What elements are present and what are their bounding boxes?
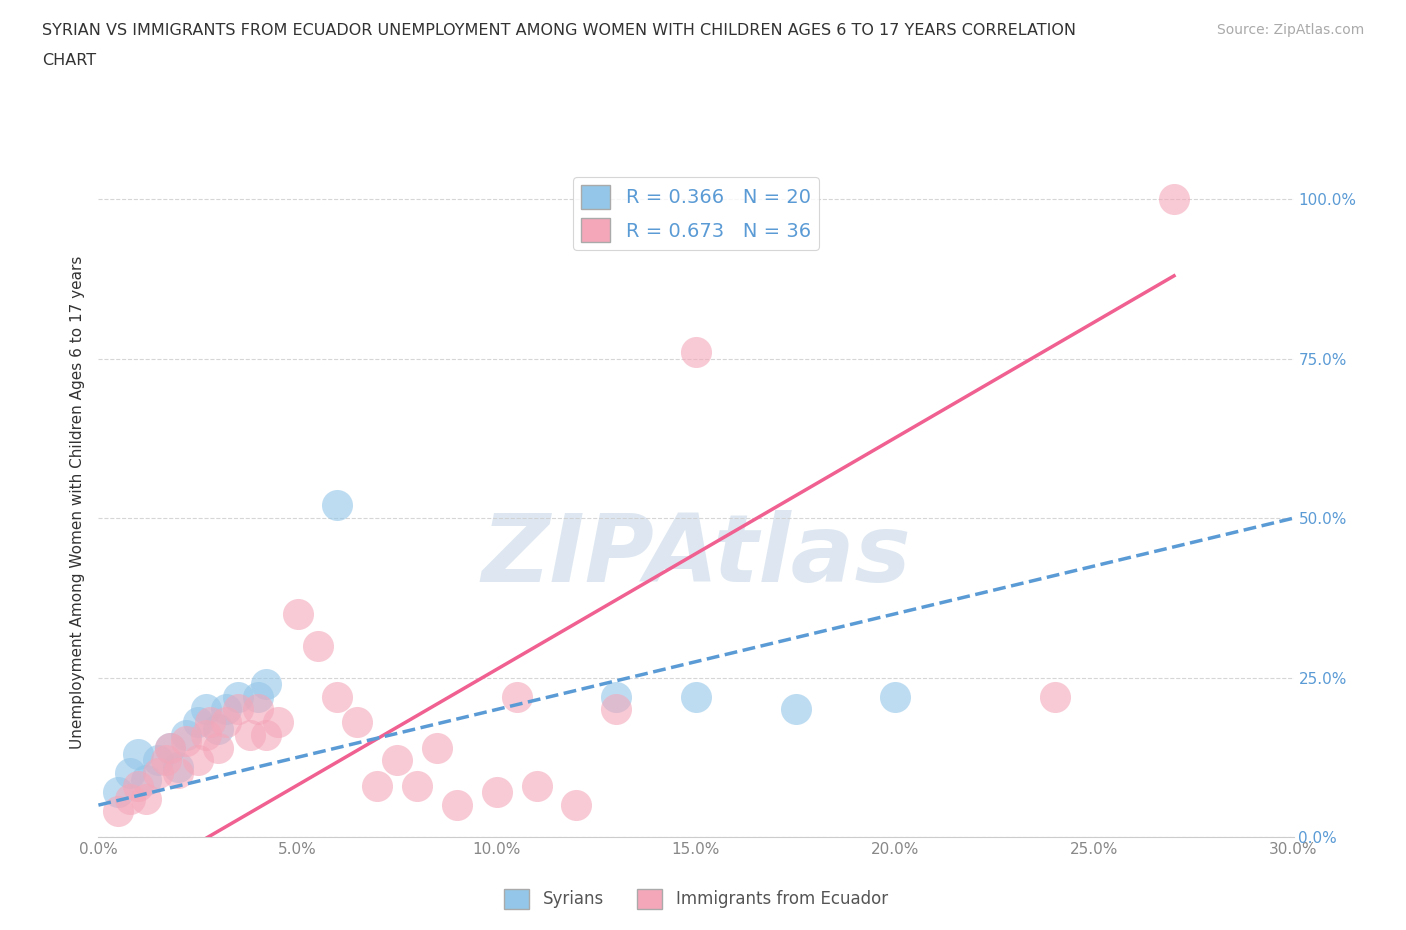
Point	[246, 702, 269, 717]
Point	[159, 740, 181, 755]
Point	[107, 804, 129, 819]
Point	[426, 740, 449, 755]
Point	[605, 689, 627, 704]
Point	[346, 715, 368, 730]
Point	[159, 740, 181, 755]
Text: Source: ZipAtlas.com: Source: ZipAtlas.com	[1216, 23, 1364, 37]
Point	[385, 753, 409, 768]
Point	[215, 702, 238, 717]
Point	[120, 791, 142, 806]
Point	[215, 715, 238, 730]
Text: CHART: CHART	[42, 53, 96, 68]
Point	[526, 778, 548, 793]
Point	[167, 765, 190, 780]
Point	[1043, 689, 1066, 704]
Point	[107, 785, 129, 800]
Point	[326, 689, 349, 704]
Point	[226, 689, 249, 704]
Y-axis label: Unemployment Among Women with Children Ages 6 to 17 years: Unemployment Among Women with Children A…	[69, 256, 84, 749]
Point	[685, 345, 707, 360]
Point	[226, 702, 249, 717]
Point	[246, 689, 269, 704]
Point	[187, 715, 209, 730]
Point	[194, 702, 218, 717]
Point	[135, 772, 157, 787]
Text: ZIPAtlas: ZIPAtlas	[481, 510, 911, 602]
Point	[307, 638, 329, 653]
Point	[446, 798, 468, 813]
Legend: Syrians, Immigrants from Ecuador: Syrians, Immigrants from Ecuador	[498, 882, 894, 916]
Point	[366, 778, 388, 793]
Point	[406, 778, 429, 793]
Text: SYRIAN VS IMMIGRANTS FROM ECUADOR UNEMPLOYMENT AMONG WOMEN WITH CHILDREN AGES 6 : SYRIAN VS IMMIGRANTS FROM ECUADOR UNEMPL…	[42, 23, 1076, 38]
Point	[148, 753, 170, 768]
Point	[198, 715, 221, 730]
Point	[254, 676, 277, 691]
Point	[785, 702, 807, 717]
Point	[506, 689, 529, 704]
Point	[174, 734, 197, 749]
Point	[120, 765, 142, 780]
Point	[148, 765, 170, 780]
Point	[135, 791, 157, 806]
Point	[685, 689, 707, 704]
Point	[127, 747, 149, 762]
Point	[155, 753, 177, 768]
Point	[485, 785, 508, 800]
Point	[287, 606, 309, 621]
Point	[239, 727, 262, 742]
Point	[207, 721, 229, 736]
Point	[1163, 192, 1185, 206]
Point	[187, 753, 209, 768]
Point	[127, 778, 149, 793]
Point	[174, 727, 197, 742]
Point	[194, 727, 218, 742]
Point	[167, 760, 190, 775]
Point	[326, 498, 349, 512]
Point	[605, 702, 627, 717]
Point	[884, 689, 907, 704]
Point	[267, 715, 290, 730]
Point	[207, 740, 229, 755]
Point	[565, 798, 588, 813]
Point	[254, 727, 277, 742]
